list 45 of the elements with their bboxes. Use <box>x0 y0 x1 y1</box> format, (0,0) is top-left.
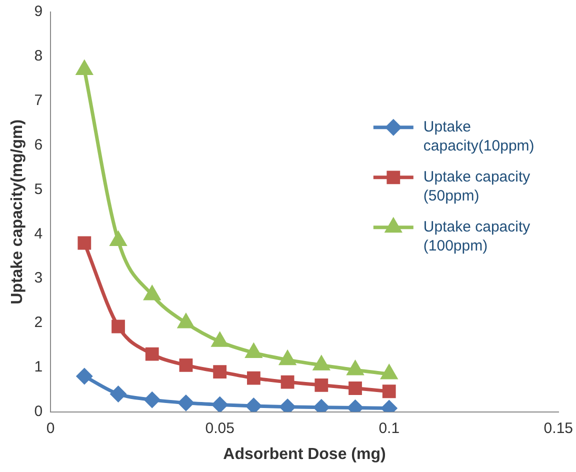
legend-label: Uptake capacity(10ppm) <box>423 118 534 155</box>
x-tick-label: 0.15 <box>544 420 574 437</box>
x-tick-label: 0 <box>46 420 55 437</box>
y-tick-label: 7 <box>34 92 43 109</box>
point <box>280 351 296 366</box>
point <box>348 382 362 395</box>
point <box>280 375 294 389</box>
point <box>178 395 194 411</box>
point <box>145 347 159 361</box>
y-tick-label: 6 <box>34 136 43 154</box>
y-axis-title: Uptake capacity(mg/gm) <box>9 119 26 304</box>
point <box>179 358 193 372</box>
x-axis-title: Adsorbent Dose (mg) <box>223 446 386 463</box>
point <box>347 361 364 376</box>
point <box>314 356 330 370</box>
point <box>212 396 228 412</box>
legend-label: Uptake capacity (50ppm) <box>423 168 531 205</box>
point <box>76 61 92 75</box>
y-tick-label: 4 <box>34 225 43 242</box>
y-tick-label: 3 <box>34 270 43 287</box>
x-tick-label: 0.05 <box>205 420 234 437</box>
point <box>246 398 262 412</box>
point <box>213 365 227 379</box>
point <box>314 378 328 392</box>
y-tick-label: 9 <box>34 3 43 20</box>
y-tick-label: 5 <box>34 180 43 198</box>
point <box>112 320 125 334</box>
legend-label: Uptake capacity (100ppm) <box>423 218 531 255</box>
point <box>110 232 126 246</box>
point <box>144 286 160 300</box>
point <box>246 344 262 358</box>
x-tick-label: 0.1 <box>378 420 400 437</box>
y-tick-label: 8 <box>34 48 43 65</box>
point <box>110 386 126 402</box>
point <box>78 236 92 250</box>
y-tick-label: 2 <box>34 314 43 332</box>
point <box>178 314 194 328</box>
y-tick-label: 1 <box>34 358 43 376</box>
point <box>76 368 92 384</box>
point <box>212 332 228 347</box>
point <box>381 365 397 380</box>
point <box>144 392 160 408</box>
point <box>382 384 396 398</box>
point <box>246 371 260 385</box>
y-tick-label: 0 <box>34 402 43 420</box>
